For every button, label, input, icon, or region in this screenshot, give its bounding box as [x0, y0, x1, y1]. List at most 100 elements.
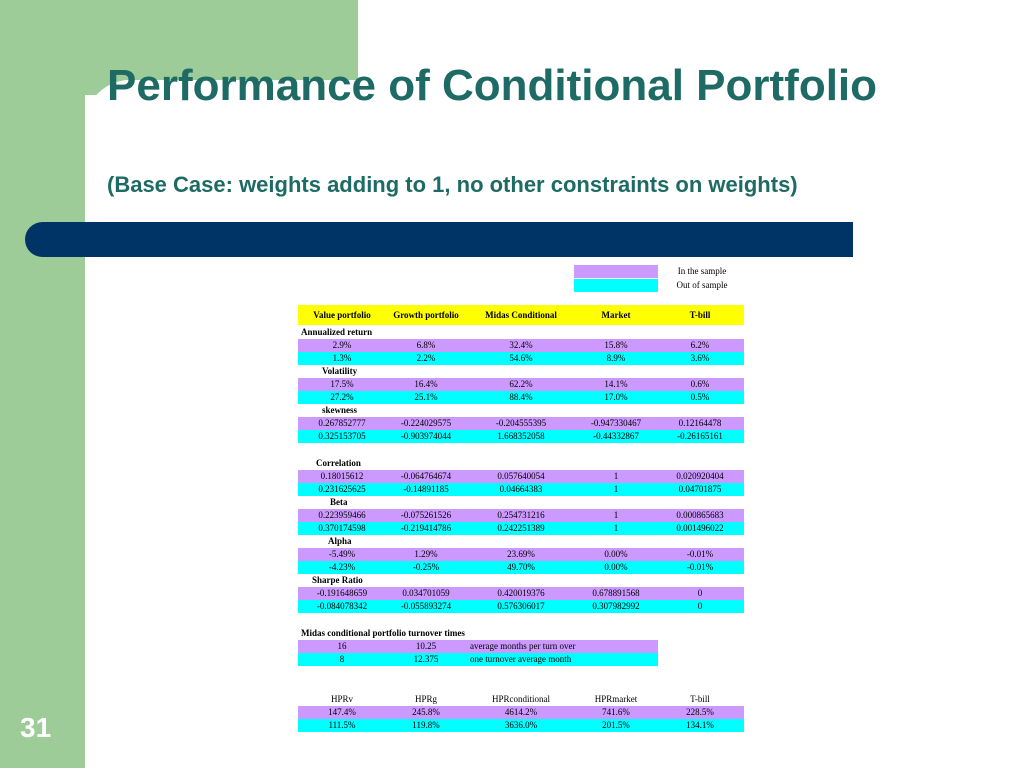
cell: -0.055893274: [400, 601, 452, 611]
cell: 0.254731216: [497, 510, 545, 520]
cell: 0.325153705: [318, 431, 366, 441]
cell: -0.26165161: [677, 431, 723, 441]
cell: 0.678891568: [592, 588, 640, 598]
cell: 15.8%: [604, 340, 628, 350]
cell: 16: [337, 641, 347, 651]
hpr-header: HPRg: [414, 694, 437, 704]
cell: 16.4%: [414, 379, 438, 389]
table-row: 0.325153705 -0.903974044 1.668352058 -0.443…: [298, 430, 744, 443]
table-row: 2.9% 6.8% 32.4% 15.8% 6.2%: [298, 339, 744, 352]
table-row: 0.267852777 -0.224029575 -0.204555395 -0.94…: [298, 417, 744, 430]
table-row: -0.191648659 0.034701059 0.420019376 0.6788…: [298, 587, 744, 600]
table-row: 1.3% 2.2% 54.6% 8.9% 3.6%: [298, 352, 744, 365]
cell: average months per turn over: [470, 641, 576, 651]
cell: 0.223959466: [318, 510, 366, 520]
cell: 0.001496022: [676, 523, 724, 533]
table-row: 27.2% 25.1% 88.4% 17.0% 0.5%: [298, 391, 744, 404]
cell: 32.4%: [509, 340, 533, 350]
cell: 0.000865683: [676, 510, 724, 520]
cell: -4.23%: [328, 562, 356, 572]
cell: 0.307982992: [592, 601, 640, 611]
table-row: 0.231625625 -0.14891185 0.04664383 1 0.04701…: [298, 483, 744, 496]
top-decor-band: [85, 0, 358, 95]
cell: -0.219414786: [400, 523, 452, 533]
cell: -0.075261526: [400, 510, 452, 520]
cell: -0.084078342: [316, 601, 368, 611]
turnover-row: 8 12.375 one turnover average month: [298, 653, 658, 666]
header-growth: Growth portfolio: [393, 310, 459, 320]
cell: -5.49%: [328, 549, 356, 559]
cell: 0.034701059: [402, 588, 450, 598]
cell: 0.5%: [690, 392, 710, 402]
table-row: -5.49% 1.29% 23.69% 0.00% -0.01%: [298, 548, 744, 561]
cell: 0: [697, 588, 703, 598]
cell: 10.25: [415, 641, 437, 651]
table-row: -4.23% -0.25% 49.70% 0.00% -0.01%: [298, 561, 744, 574]
cell: 119.8%: [412, 720, 440, 730]
section-label: Sharpe Ratio: [312, 575, 363, 585]
cell: 1: [613, 510, 619, 520]
table-row: 0.18015612 -0.064764674 0.057640054 1 0.0209…: [298, 470, 744, 483]
cell: 17.0%: [604, 392, 628, 402]
cell: 25.1%: [414, 392, 438, 402]
turnover-row: 16 10.25 average months per turn over: [298, 640, 658, 653]
cell: 0.267852777: [318, 418, 366, 428]
cell: -0.01%: [686, 562, 714, 572]
cell: 111.5%: [328, 720, 356, 730]
hpr-header: HPRmarket: [594, 694, 638, 704]
cell: 49.70%: [507, 562, 535, 572]
cell: 0.420019376: [497, 588, 545, 598]
table-row: -0.084078342 -0.055893274 0.576306017 0.307…: [298, 600, 744, 613]
cell: 0.242251389: [497, 523, 545, 533]
cell: 8: [339, 654, 345, 664]
hpr-header-row: HPRv HPRg HPRconditional HPRmarket T-bil…: [298, 693, 744, 706]
cell: 23.69%: [507, 549, 535, 559]
cell: 741.6%: [602, 707, 630, 717]
cell: 6.2%: [690, 340, 710, 350]
table-row: 147.4% 245.8% 4614.2% 741.6% 228.5%: [298, 706, 744, 719]
cell: 0.00%: [604, 549, 628, 559]
cell: 147.4%: [328, 707, 356, 717]
section-label: skewness: [322, 405, 358, 415]
cell: 0.020920404: [676, 471, 724, 481]
cell: 1: [613, 484, 619, 494]
hpr-header: HPRv: [330, 694, 353, 704]
cell: 0.18015612: [320, 471, 364, 481]
title-divider-bar: [25, 222, 853, 257]
cell: -0.224029575: [400, 418, 452, 428]
cell: 3636.0%: [504, 720, 538, 730]
cell: 4614.2%: [504, 707, 538, 717]
header-midas: Midas Conditional: [485, 310, 557, 320]
hpr-header: T-bill: [690, 694, 710, 704]
cell: 245.8%: [412, 707, 440, 717]
cell: 0.576306017: [497, 601, 545, 611]
cell: 27.2%: [330, 392, 354, 402]
cell: 17.5%: [330, 379, 354, 389]
cell: 0.6%: [690, 379, 710, 389]
cell: 1: [613, 471, 619, 481]
cell: -0.14891185: [403, 484, 449, 494]
cell: 228.5%: [686, 707, 714, 717]
section-label: Annualized return: [301, 327, 373, 337]
header-value: Value portfolio: [313, 310, 371, 320]
cell: one turnover average month: [470, 654, 572, 664]
cell: 201.5%: [602, 720, 630, 730]
section-label: Volatility: [322, 366, 358, 376]
cell: -0.44332867: [593, 431, 639, 441]
cell: 2.9%: [332, 340, 352, 350]
table-header-row: Value portfolio Growth portfolio Midas C…: [298, 305, 744, 325]
cell: -0.947330467: [590, 418, 642, 428]
legend-in-sample: In the sample: [677, 266, 727, 276]
page-number: 31: [20, 712, 52, 743]
cell: 0.12164478: [678, 418, 722, 428]
cell: 0.370174598: [318, 523, 366, 533]
slide-subtitle: (Base Case: weights adding to 1, no othe…: [107, 172, 798, 197]
cell: 0: [697, 601, 703, 611]
cell: 54.6%: [509, 353, 533, 363]
cell: 0.231625625: [318, 484, 366, 494]
turnover-label: Midas conditional portfolio turnover tim…: [301, 628, 465, 638]
cell: 14.1%: [604, 379, 628, 389]
section-label: Beta: [330, 497, 348, 507]
cell: -0.191648659: [316, 588, 368, 598]
legend-swatch-out-sample: [574, 279, 658, 292]
